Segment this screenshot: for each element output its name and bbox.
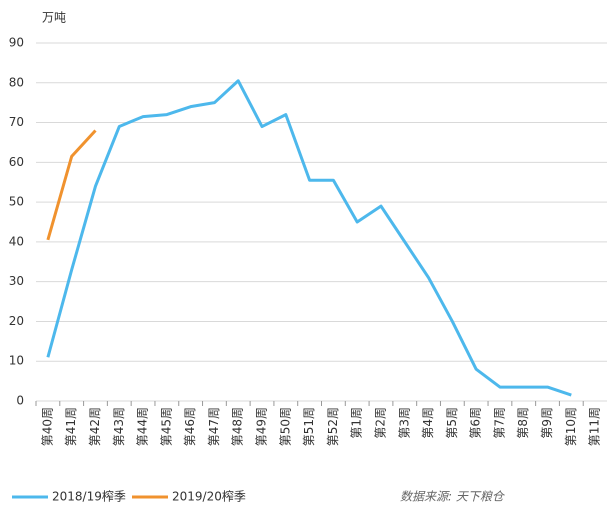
x-tick-label: 第7周 bbox=[492, 407, 506, 439]
x-tick-label: 第48周 bbox=[231, 407, 245, 446]
unit-label: 万吨 bbox=[42, 11, 66, 25]
y-tick-label: 80 bbox=[9, 75, 24, 89]
x-tick-label: 第8周 bbox=[516, 407, 530, 439]
y-tick-label: 60 bbox=[9, 155, 24, 169]
x-tick-label: 第46周 bbox=[183, 407, 197, 446]
x-tick-label: 第10周 bbox=[564, 407, 578, 446]
x-tick-label: 第47周 bbox=[207, 407, 221, 446]
x-tick-label: 第43周 bbox=[112, 407, 126, 446]
y-tick-label: 70 bbox=[9, 115, 24, 129]
x-tick-label: 第6周 bbox=[469, 407, 483, 439]
x-tick-label: 第11周 bbox=[588, 407, 602, 446]
legend-label: 2018/19榨季 bbox=[52, 489, 126, 504]
source-note: 数据来源: 天下粮仓 bbox=[400, 490, 506, 504]
x-tick-label: 第1周 bbox=[350, 407, 364, 439]
y-tick-label: 40 bbox=[9, 234, 24, 248]
x-tick-label: 第5周 bbox=[445, 407, 459, 439]
x-tick-label: 第9周 bbox=[540, 407, 554, 439]
y-tick-label: 50 bbox=[9, 195, 24, 209]
y-tick-label: 20 bbox=[9, 314, 24, 328]
x-tick-label: 第50周 bbox=[278, 407, 292, 446]
x-tick-label: 第52周 bbox=[326, 407, 340, 446]
x-tick-label: 第45周 bbox=[159, 407, 173, 446]
x-tick-label: 第40周 bbox=[40, 407, 54, 446]
x-tick-label: 第2周 bbox=[373, 407, 387, 439]
x-tick-label: 第51周 bbox=[302, 407, 316, 446]
x-tick-label: 第41周 bbox=[64, 407, 78, 446]
x-tick-label: 第44周 bbox=[136, 407, 150, 446]
y-tick-label: 10 bbox=[9, 354, 24, 368]
series-line bbox=[46, 79, 572, 397]
x-tick-label: 第49周 bbox=[255, 407, 269, 446]
y-tick-label: 30 bbox=[9, 274, 24, 288]
x-tick-label: 第42周 bbox=[88, 407, 102, 446]
y-tick-label: 0 bbox=[16, 394, 24, 408]
legend-label: 2019/20榨季 bbox=[172, 489, 246, 504]
x-tick-label: 第3周 bbox=[397, 407, 411, 439]
x-tick-label: 第4周 bbox=[421, 407, 435, 439]
y-tick-label: 90 bbox=[9, 36, 24, 50]
series-line bbox=[46, 129, 97, 241]
